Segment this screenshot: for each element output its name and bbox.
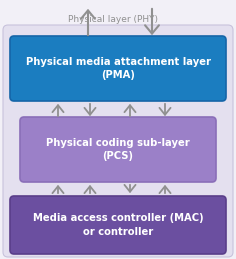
FancyBboxPatch shape — [10, 196, 226, 254]
FancyBboxPatch shape — [3, 25, 233, 257]
Text: Physical media attachment layer
(PMA): Physical media attachment layer (PMA) — [25, 57, 211, 80]
Text: Physical coding sub-layer
(PCS): Physical coding sub-layer (PCS) — [46, 138, 190, 161]
Text: Media access controller (MAC)
or controller: Media access controller (MAC) or control… — [33, 213, 203, 237]
FancyBboxPatch shape — [20, 117, 216, 182]
FancyBboxPatch shape — [10, 36, 226, 101]
Text: Physical layer (PHY): Physical layer (PHY) — [68, 16, 158, 25]
